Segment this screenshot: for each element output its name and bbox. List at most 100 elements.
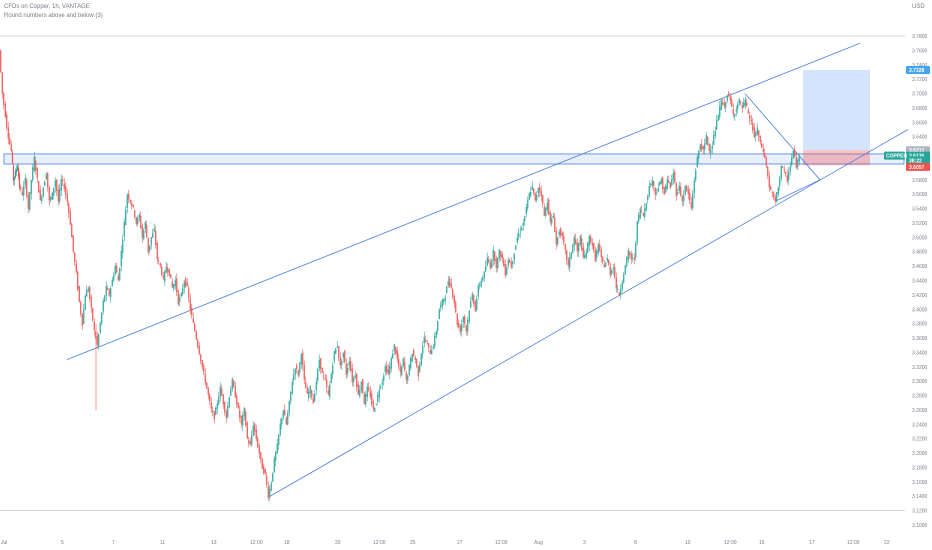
candle-body <box>494 251 496 261</box>
price-tick-label: 3.1000 <box>912 523 928 529</box>
candle-body <box>10 144 12 151</box>
candle-body <box>210 402 212 409</box>
candle-body <box>417 365 419 376</box>
price-tick-label: 3.4000 <box>912 307 928 313</box>
candle-body <box>734 113 736 117</box>
candle-body <box>257 438 259 447</box>
candle-body <box>449 278 451 287</box>
candle-body <box>593 243 595 250</box>
candle-body <box>506 267 508 275</box>
candle-body <box>461 324 463 332</box>
candle-body <box>414 357 416 360</box>
candle-body <box>129 199 131 203</box>
candle-body <box>356 374 358 387</box>
candle-body <box>248 440 250 444</box>
candle-body <box>759 136 761 142</box>
symbol-badge-label: COPPER <box>886 154 908 160</box>
candle-body <box>381 382 383 385</box>
candle-body <box>624 265 626 275</box>
price-tick-label: 3.7800 <box>912 34 928 40</box>
price-axis[interactable]: 3.7800 3.7600 3.7400 3.7200 3.7000 3.6800 3.66… <box>912 34 928 529</box>
candle-body <box>567 259 569 266</box>
candle-body <box>173 284 175 289</box>
price-tick-label: 3.5400 <box>912 207 928 213</box>
candle-body <box>686 185 688 191</box>
candle-body <box>239 409 241 418</box>
candle-body <box>693 180 695 194</box>
candle-body <box>344 350 346 363</box>
candle-body <box>401 366 403 376</box>
candle-body <box>374 408 376 412</box>
candle-body <box>62 179 64 182</box>
candle-body <box>621 282 623 290</box>
time-axis[interactable]: Jul 5 7 11 13 12:00 18 20 12:00 25 27 12:00 Aug 3 8 10 1… <box>1 540 890 546</box>
candle-body <box>675 182 677 197</box>
candle-body <box>477 285 479 297</box>
candle-body <box>155 231 157 246</box>
candle-body <box>228 397 230 408</box>
candle-body <box>780 165 782 178</box>
candle-body <box>191 307 193 316</box>
price-tick-label: 3.6600 <box>912 120 928 126</box>
candle-body <box>128 193 130 200</box>
candle-body <box>528 193 530 201</box>
candle-body <box>492 249 494 261</box>
candle-body <box>161 266 163 276</box>
candle-body <box>680 186 682 196</box>
candle-body <box>786 175 788 182</box>
candle-body <box>476 298 478 310</box>
candle-body <box>395 346 397 354</box>
candle-body <box>303 365 305 380</box>
candle-body <box>555 230 557 245</box>
candle-body <box>47 172 49 188</box>
candle-body <box>320 358 322 369</box>
candle-body <box>36 168 38 179</box>
candle-body <box>380 386 382 388</box>
trendlines-layer[interactable] <box>66 42 909 497</box>
candle-body <box>158 260 160 262</box>
candle-body <box>260 452 262 459</box>
candle-body <box>635 242 637 258</box>
candle-body <box>588 236 590 246</box>
candle-body <box>171 281 173 288</box>
candle-body <box>789 166 791 173</box>
candle-body <box>0 50 2 72</box>
price-tick-label: 3.2000 <box>912 451 928 457</box>
candle-body <box>389 366 391 375</box>
price-tick-label: 3.2400 <box>912 422 928 428</box>
candle-body <box>291 382 293 394</box>
candle-body <box>312 397 314 404</box>
candle-body <box>159 263 161 266</box>
candle-body <box>591 242 593 246</box>
candle-body <box>324 378 326 380</box>
candle-body <box>132 204 134 207</box>
time-tick-label: 15 <box>759 540 765 546</box>
candle-body <box>617 289 619 291</box>
candle-body <box>647 195 649 201</box>
candle-body <box>329 384 331 398</box>
candle-body <box>42 187 44 197</box>
candle-body <box>431 350 433 355</box>
candle-body <box>408 365 410 375</box>
candle-body <box>467 319 469 332</box>
candle-body <box>1 72 3 94</box>
candle-body <box>537 188 539 193</box>
candle-body <box>602 256 604 262</box>
time-tick-label: 18 <box>284 540 290 546</box>
candle-body <box>363 393 365 405</box>
candle-body <box>293 374 295 381</box>
time-tick-label: 20 <box>335 540 341 546</box>
candle-body <box>264 469 266 474</box>
candle-body <box>246 422 248 439</box>
candle-body <box>351 368 353 383</box>
candle-body <box>335 348 337 354</box>
candle-body <box>519 231 521 233</box>
candle-body <box>435 331 437 338</box>
candle-body <box>285 417 287 425</box>
candle-body <box>513 253 515 260</box>
candle-body <box>534 192 536 201</box>
candle-body <box>659 181 661 186</box>
price-tick-label: 3.7600 <box>912 48 928 54</box>
candle-body <box>603 264 605 268</box>
